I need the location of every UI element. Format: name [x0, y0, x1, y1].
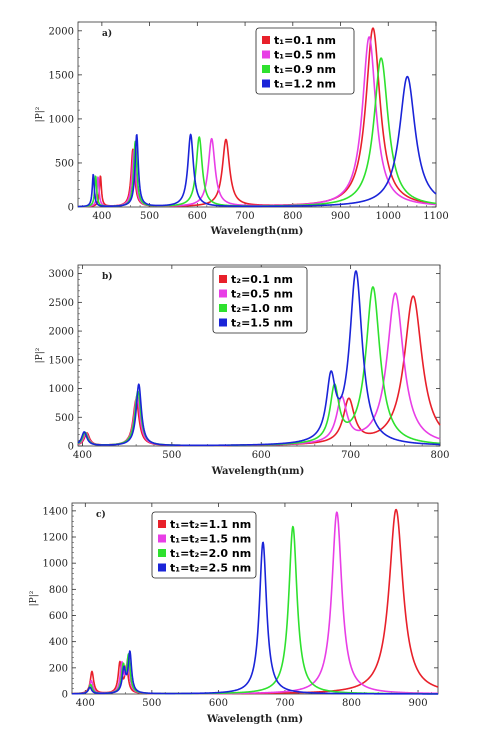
legend-label: t₁=t₂=1.1 nm	[170, 518, 251, 531]
x-tick-label: 900	[408, 698, 427, 709]
y-tick-label: 1000	[49, 114, 74, 125]
x-tick-label: 500	[142, 698, 161, 709]
legend-swatch	[262, 79, 270, 88]
legend-swatch	[158, 520, 166, 528]
series-line-4	[71, 541, 439, 695]
legend-swatch	[219, 275, 227, 283]
x-tick-label: 400	[73, 450, 92, 461]
y-tick-label: 600	[49, 611, 68, 622]
x-axis-label: Wavelength(nm)	[210, 226, 304, 237]
legend-box	[212, 266, 308, 334]
y-tick-label: 2000	[49, 26, 74, 37]
panel-label: a)	[102, 28, 112, 39]
series-line-4	[77, 270, 441, 447]
x-tick-label: 700	[236, 211, 255, 222]
legend-swatch	[158, 563, 166, 572]
legend-swatch	[262, 65, 270, 73]
y-tick-label: 1500	[49, 70, 74, 81]
y-tick-label: 1200	[43, 533, 68, 544]
y-tick-label: 2500	[49, 298, 74, 309]
y-tick-label: 3000	[49, 269, 74, 280]
x-tick-label: 1100	[423, 211, 448, 222]
series-line-2	[71, 511, 439, 695]
plot-frame	[77, 264, 441, 447]
legend-label: t₂=1.5 nm	[231, 317, 293, 330]
legend-label: t₁=t₂=2.5 nm	[170, 562, 251, 575]
y-axis-label: |P|²	[29, 590, 39, 606]
y-tick-label: 1000	[43, 559, 68, 570]
x-tick-label: 500	[140, 211, 159, 222]
legend-swatch	[262, 50, 270, 59]
y-tick-label: 0	[62, 690, 68, 701]
x-tick-label: 600	[252, 450, 271, 461]
x-tick-label: 600	[209, 698, 228, 709]
x-axis-label: Wavelength(nm)	[211, 466, 305, 477]
x-tick-label: 600	[188, 211, 207, 222]
series-line-4	[77, 75, 437, 208]
y-tick-label: 500	[55, 413, 74, 424]
legend-label: t₁=0.9 nm	[274, 63, 336, 76]
legend-label: t₁=0.5 nm	[274, 49, 336, 62]
y-tick-label: 0	[68, 442, 74, 453]
legend-box	[255, 27, 355, 95]
x-tick-label: 500	[162, 450, 181, 461]
x-tick-label: 800	[342, 698, 361, 709]
chart-panel-3: 400 500 600 700 800 900 0 200 400 600 800 1000 1200 1…	[29, 502, 439, 725]
legend-label: t₁=0.1 nm	[274, 34, 336, 47]
legend-swatch	[219, 304, 227, 312]
y-tick-label: 400	[49, 637, 68, 648]
chart-panel-1: 400 500 600 700 800 900 1000 1100 0 500 1000 1500 20…	[35, 21, 449, 237]
legend-label: t₁=t₂=2.0 nm	[170, 547, 251, 560]
x-tick-label: 800	[430, 450, 449, 461]
x-tick-label: 700	[341, 450, 360, 461]
y-axis-label: |P|²	[35, 347, 45, 363]
panel-label: c)	[96, 509, 106, 520]
y-tick-label: 800	[49, 585, 68, 596]
chart-panel-2: 400 500 600 700 800 0 500 1000 1500 2000 2500 3000 W…	[35, 264, 450, 477]
legend-label: t₂=0.5 nm	[231, 288, 293, 301]
y-tick-label: 0	[68, 203, 74, 214]
panel-label: b)	[102, 271, 113, 282]
legend-label: t₂=1.0 nm	[231, 302, 293, 315]
legend-swatch	[219, 289, 227, 298]
legend-label: t₁=1.2 nm	[274, 78, 336, 91]
x-tick-label: 900	[331, 211, 350, 222]
x-axis-label: Wavelength (nm)	[206, 714, 303, 725]
legend-label: t₁=t₂=1.5 nm	[170, 533, 251, 546]
x-tick-label: 400	[76, 698, 95, 709]
x-tick-label: 400	[92, 211, 111, 222]
y-tick-label: 200	[49, 663, 68, 674]
y-tick-label: 1400	[43, 506, 68, 517]
x-tick-label: 800	[283, 211, 302, 222]
y-axis-label: |P|²	[35, 106, 45, 122]
x-tick-label: 700	[275, 698, 294, 709]
y-tick-label: 1500	[49, 355, 74, 366]
y-tick-label: 2000	[49, 327, 74, 338]
legend-label: t₂=0.1 nm	[231, 273, 293, 286]
series-line-1	[77, 27, 437, 208]
legend-box	[151, 511, 257, 579]
x-tick-label: 1000	[376, 211, 401, 222]
legend-swatch	[219, 318, 227, 327]
y-tick-label: 1000	[49, 384, 74, 395]
legend-swatch	[158, 549, 166, 557]
y-tick-label: 500	[55, 158, 74, 169]
legend-swatch	[262, 36, 270, 44]
legend-swatch	[158, 534, 166, 543]
